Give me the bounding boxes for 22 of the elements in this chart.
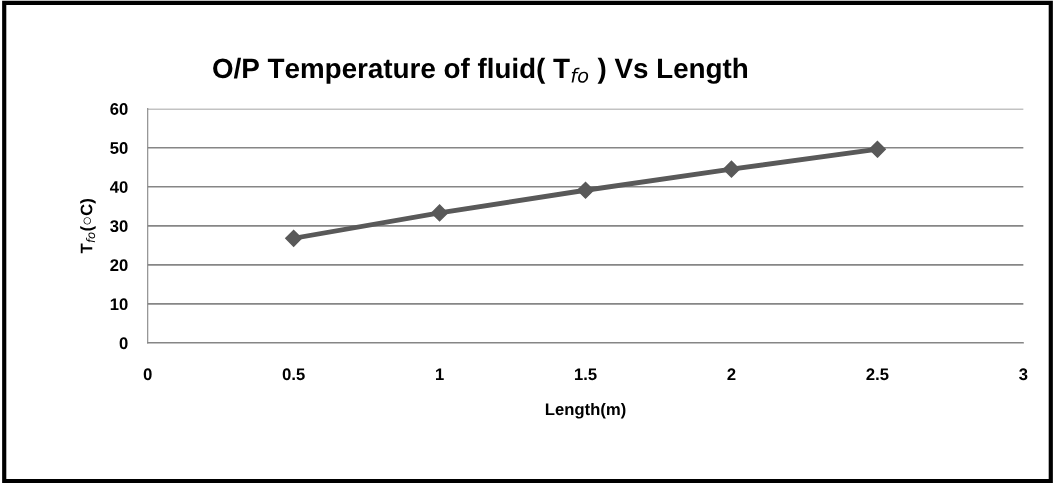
point bbox=[576, 181, 595, 199]
y-tick-label: 30 bbox=[110, 220, 128, 233]
point bbox=[285, 229, 303, 247]
chart-title: O/P Temperature of fluid( T$_{fo}$ ) Vs Length bbox=[213, 57, 748, 84]
y-tick-label: 50 bbox=[110, 142, 128, 154]
y-axis-title: T$_{fo}$(○C) bbox=[80, 199, 96, 254]
y-tick-label: 0 bbox=[119, 337, 128, 350]
x-axis-title: Length(m) bbox=[545, 402, 626, 419]
y-tick-label: 20 bbox=[110, 259, 128, 272]
x-tick-label: 3 bbox=[1019, 368, 1028, 381]
point bbox=[868, 140, 886, 158]
x-tick-label: 1 bbox=[436, 368, 444, 381]
x-tick-label: 2 bbox=[727, 368, 736, 381]
x-tick-label: 1.5 bbox=[574, 368, 597, 381]
x-tick-label: 2.5 bbox=[866, 368, 889, 381]
y-tick-label: 40 bbox=[109, 181, 128, 193]
y-tick-label: 60 bbox=[110, 103, 128, 115]
point bbox=[431, 204, 449, 222]
x-tick-label: 0 bbox=[143, 368, 152, 381]
x-tick-label: 0.5 bbox=[282, 368, 305, 381]
y-tick-label: 10 bbox=[110, 298, 128, 311]
point bbox=[722, 160, 741, 178]
